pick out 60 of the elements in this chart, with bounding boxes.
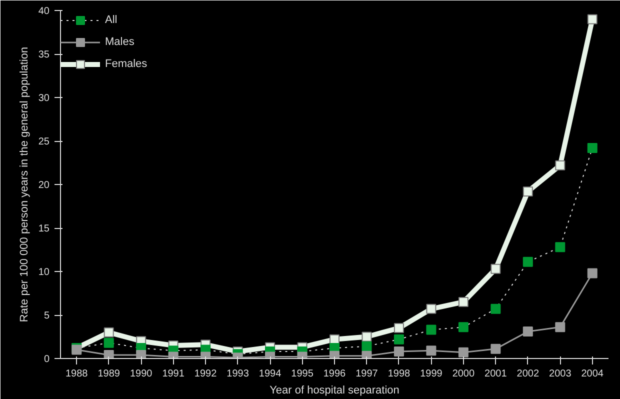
point <box>522 256 533 267</box>
point <box>490 344 501 354</box>
point <box>587 268 598 278</box>
y-tick-label: 40 <box>38 6 50 17</box>
y-tick-label: 5 <box>44 310 50 322</box>
point <box>394 346 404 357</box>
x-tick-label: 1990 <box>130 368 153 380</box>
y-tick-label: 10 <box>38 267 50 278</box>
point <box>426 346 436 356</box>
point <box>362 350 372 358</box>
point <box>362 332 372 342</box>
x-tick-label: 1991 <box>162 368 185 380</box>
point <box>136 350 146 358</box>
x-tick-label: 2000 <box>452 368 476 380</box>
point <box>555 160 566 170</box>
point <box>458 347 468 358</box>
point <box>104 350 114 358</box>
x-tick-label: 1999 <box>420 368 443 380</box>
point <box>458 322 468 332</box>
point <box>362 341 372 352</box>
x-tick-label: 1993 <box>226 368 250 380</box>
y-tick-label: 30 <box>38 93 50 104</box>
point <box>587 142 598 153</box>
point <box>104 327 114 338</box>
y-tick-label: 0 <box>44 354 50 365</box>
x-tick-label: 1989 <box>98 368 120 380</box>
point <box>555 322 566 332</box>
x-tick-label: 2002 <box>516 368 540 380</box>
x-tick-label: 1988 <box>65 368 88 380</box>
y-tick-label: 20 <box>38 180 50 191</box>
y-tick-label: 35 <box>38 50 50 60</box>
point <box>394 334 404 344</box>
x-tick-label: 2004 <box>581 368 604 380</box>
point <box>458 296 468 307</box>
point <box>555 242 566 252</box>
point <box>426 304 436 314</box>
point <box>587 14 598 24</box>
x-axis-title: Year of hospital separation <box>270 384 400 396</box>
x-tick-label: 1997 <box>356 368 378 380</box>
x-tick-label: 1998 <box>388 368 411 380</box>
point <box>426 324 436 335</box>
y-tick-label: 25 <box>38 136 50 148</box>
x-tick-label: 2001 <box>484 368 508 380</box>
x-tick-label: 1994 <box>258 368 282 380</box>
point <box>394 323 404 334</box>
legend-label: Males <box>105 36 134 48</box>
point <box>522 186 533 196</box>
legend-label: All <box>105 14 118 26</box>
x-tick-label: 1992 <box>194 368 218 380</box>
x-tick-label: 1996 <box>323 368 346 380</box>
y-axis-title: Rate per 100 000 person years in the general population <box>18 46 30 322</box>
x-tick-label: 1995 <box>291 368 314 380</box>
point <box>490 264 501 274</box>
point <box>330 350 340 358</box>
point <box>104 338 114 348</box>
x-tick-label: 2003 <box>549 368 572 380</box>
y-tick-label: 15 <box>38 224 50 234</box>
point <box>490 304 501 314</box>
legend-label: Females <box>105 58 148 70</box>
point <box>522 326 533 337</box>
